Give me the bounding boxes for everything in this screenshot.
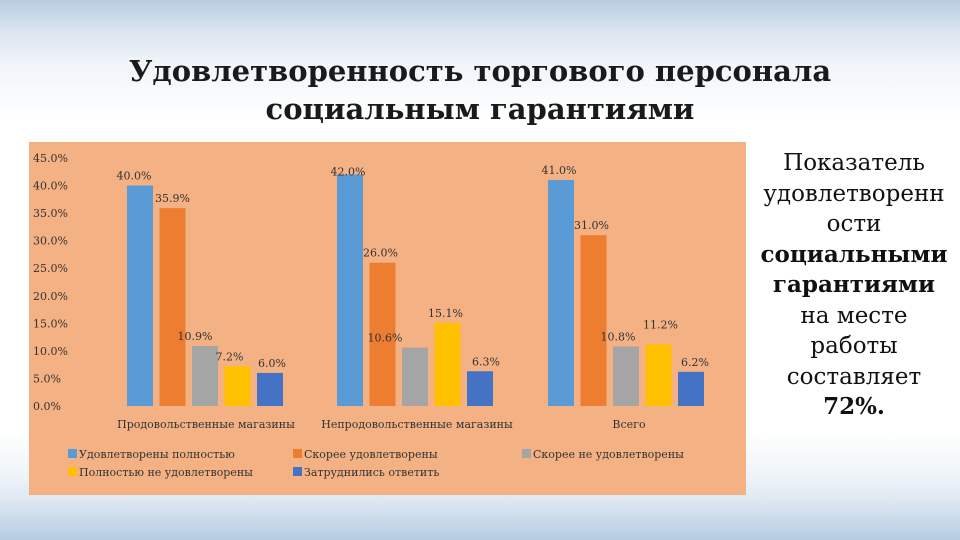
- bar: [257, 372, 283, 406]
- legend-label: Затруднились ответить: [304, 466, 439, 479]
- data-label: 31.0%: [574, 219, 609, 232]
- y-tick-label: 10.0%: [33, 345, 68, 358]
- legend-swatch: [293, 467, 302, 476]
- bar: [192, 345, 218, 406]
- data-label: 6.2%: [681, 356, 709, 369]
- side-note-line-6: на месте: [800, 302, 908, 329]
- legend-swatch: [293, 449, 302, 458]
- bar: [224, 366, 251, 406]
- data-label: 15.1%: [428, 307, 463, 320]
- legend-label: Скорее не удовлетворены: [533, 448, 684, 461]
- bar: [580, 235, 607, 406]
- bar: [613, 346, 639, 406]
- side-note-line-5: гарантиями: [772, 271, 936, 298]
- data-label: 10.9%: [178, 330, 213, 343]
- data-label: 41.0%: [542, 164, 577, 177]
- data-label: 10.8%: [601, 330, 636, 343]
- category-label: Всего: [612, 418, 646, 431]
- slide-title-line-1: Удовлетворенность торгового персонала: [128, 54, 832, 88]
- y-tick-label: 15.0%: [33, 317, 68, 330]
- bar: [548, 180, 574, 406]
- slide-title-line-2: социальным гарантиями: [265, 92, 695, 126]
- y-tick-label: 5.0%: [33, 372, 61, 385]
- category-label: Продовольственные магазины: [117, 418, 295, 431]
- side-note-line-7: работы: [810, 333, 898, 359]
- bar: [402, 347, 428, 406]
- data-label: 26.0%: [363, 247, 398, 260]
- side-note-line-8: составляет: [786, 363, 922, 390]
- y-tick-label: 20.0%: [33, 290, 68, 303]
- bar: [369, 262, 396, 406]
- bar: [467, 371, 493, 406]
- y-tick-label: 35.0%: [33, 207, 68, 220]
- side-note-line-2: удовлетворенн: [763, 180, 945, 207]
- data-label: 6.3%: [472, 355, 500, 368]
- bar: [645, 344, 672, 406]
- side-note-line-1: Показатель: [783, 150, 925, 176]
- legend-label: Полностью не удовлетворены: [79, 466, 253, 479]
- side-note: Показатель удовлетворенн ости социальным…: [748, 148, 960, 423]
- y-tick-label: 0.0%: [33, 400, 61, 413]
- legend-label: Удовлетворены полностью: [79, 448, 235, 461]
- slide-title: Удовлетворенность торгового персонала со…: [60, 52, 900, 128]
- data-label: 35.9%: [155, 192, 190, 205]
- legend-label: Скорее удовлетворены: [304, 448, 438, 461]
- bar: [127, 185, 153, 406]
- data-label: 6.0%: [258, 357, 286, 370]
- bar-chart: 0.0% 5.0% 10.0% 15.0% 20.0% 25.0% 30.0% 35.0% 40…: [29, 142, 746, 495]
- side-note-line-4: социальными: [760, 240, 948, 268]
- bar: [159, 208, 186, 406]
- category-label: Непродовольственные магазины: [321, 418, 513, 431]
- y-tick-label: 40.0%: [33, 180, 68, 193]
- legend-swatch: [68, 449, 77, 458]
- data-label: 7.2%: [216, 350, 244, 363]
- data-label: 40.0%: [117, 170, 152, 183]
- y-tick-label: 25.0%: [33, 262, 68, 275]
- legend-swatch: [68, 467, 77, 476]
- bar: [337, 174, 363, 406]
- bar: [678, 371, 704, 406]
- side-note-line-3: ости: [826, 211, 882, 237]
- y-tick-label: 45.0%: [33, 152, 68, 165]
- bar-chart-svg: 0.0% 5.0% 10.0% 15.0% 20.0% 25.0% 30.0% 35.0% 40…: [33, 152, 709, 479]
- data-label: 10.6%: [368, 332, 403, 345]
- legend-swatch: [522, 449, 531, 458]
- data-label: 42.0%: [331, 166, 366, 179]
- data-label: 11.2%: [643, 318, 678, 331]
- top-decor-band: [0, 0, 960, 60]
- side-note-line-9: 72%.: [823, 393, 885, 420]
- bar: [434, 322, 461, 406]
- y-tick-label: 30.0%: [33, 235, 68, 248]
